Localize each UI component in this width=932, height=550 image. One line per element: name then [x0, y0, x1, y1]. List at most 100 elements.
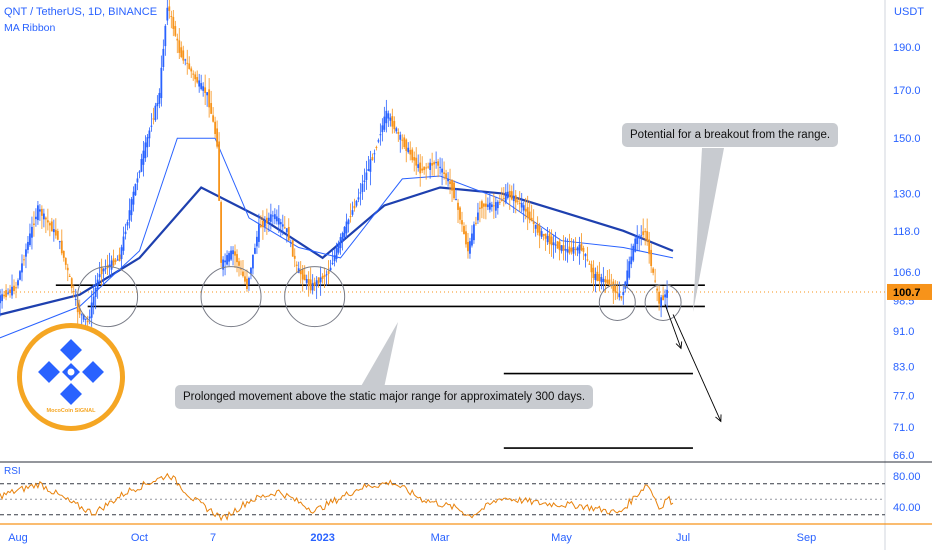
bear-candle	[9, 289, 11, 293]
bear-candle	[242, 271, 244, 277]
ma-ribbon	[0, 137, 674, 339]
bear-candle	[236, 254, 238, 263]
breakout-annotation: Potential for a breakout from the range.	[622, 123, 839, 147]
bear-candle	[500, 199, 503, 201]
bull-candle	[377, 140, 380, 142]
bear-candle	[246, 278, 248, 290]
bear-candle	[532, 221, 535, 225]
bull-candle	[383, 116, 386, 130]
bear-candle	[431, 163, 434, 166]
bull-candle	[19, 271, 21, 280]
bull-candle	[277, 218, 280, 225]
bull-candle	[162, 48, 165, 68]
bear-candle	[518, 202, 521, 204]
bear-candle	[556, 241, 559, 249]
bear-candle	[349, 215, 352, 218]
bear-candle	[196, 77, 199, 83]
bear-candle	[66, 267, 69, 271]
bear-candle	[78, 308, 81, 315]
bull-candle	[267, 217, 270, 222]
bull-candle	[600, 277, 603, 283]
bear-candle	[70, 278, 73, 288]
bull-candle	[429, 162, 432, 170]
bull-candle	[389, 117, 392, 121]
bull-candle	[289, 242, 292, 244]
bull-candle	[39, 209, 41, 212]
projection-arrowhead	[715, 414, 722, 423]
bull-candle	[263, 220, 266, 227]
bull-candle	[279, 222, 282, 225]
bear-candle	[484, 203, 487, 207]
bear-candle	[457, 202, 459, 210]
bull-candle	[319, 277, 322, 283]
bear-candle	[542, 233, 545, 236]
bull-candle	[363, 180, 366, 183]
bull-candle	[339, 237, 342, 249]
bull-candle	[315, 280, 318, 287]
bear-candle	[498, 201, 501, 203]
bear-candle	[620, 296, 623, 299]
bull-candle	[373, 153, 376, 155]
bear-candle	[608, 279, 611, 286]
bear-candle	[50, 221, 53, 232]
bull-candle	[626, 270, 629, 285]
bear-candle	[188, 63, 191, 69]
bear-candle	[54, 229, 57, 236]
bear-candle	[3, 294, 5, 297]
bear-candle	[562, 245, 565, 251]
bull-candle	[271, 215, 274, 217]
bear-candle	[588, 263, 591, 265]
bull-candle	[552, 242, 555, 246]
bull-candle	[252, 254, 254, 269]
bear-candle	[323, 274, 326, 277]
price-tick-label: 83.0	[893, 362, 914, 374]
bull-candle	[232, 250, 234, 255]
bear-candle	[313, 282, 316, 286]
bull-candle	[124, 231, 127, 235]
bear-candle	[548, 234, 551, 245]
bull-candle	[630, 256, 633, 265]
bull-candle	[337, 242, 340, 253]
bull-candle	[469, 241, 471, 254]
bear-candle	[451, 179, 453, 191]
bear-candle	[482, 203, 485, 207]
bull-candle	[275, 216, 278, 222]
bear-candle	[293, 255, 296, 259]
bear-candle	[524, 208, 527, 212]
bear-candle	[168, 6, 171, 11]
bear-candle	[317, 277, 320, 284]
bear-candle	[510, 191, 513, 200]
bear-candle	[194, 74, 197, 80]
bear-candle	[492, 205, 495, 207]
bear-candle	[475, 222, 477, 224]
bear-candle	[208, 89, 211, 108]
bull-candle	[486, 204, 489, 208]
rsi-label: RSI	[4, 466, 21, 477]
bull-candle	[345, 221, 348, 234]
bull-candle	[520, 202, 523, 208]
bear-candle	[568, 246, 571, 254]
bull-candle	[29, 233, 31, 246]
support-levels	[0, 284, 885, 449]
bull-candle	[156, 102, 159, 107]
bull-candle	[74, 298, 77, 300]
rsi-tick-label: 80.00	[893, 471, 921, 483]
touch-circles	[77, 266, 682, 328]
bull-candle	[250, 267, 252, 274]
bull-candle	[297, 268, 300, 273]
time-tick-label: Oct	[131, 532, 148, 544]
bear-candle	[291, 240, 294, 257]
bear-candle	[658, 291, 661, 304]
bull-candle	[343, 226, 346, 238]
bull-candle	[447, 178, 449, 182]
ma-thick-line	[0, 186, 674, 316]
breakout-callout-tail	[693, 148, 724, 312]
bear-candle	[261, 220, 264, 228]
bull-candle	[35, 216, 37, 220]
bull-candle	[31, 226, 33, 238]
support-touch-circle	[644, 283, 682, 321]
bull-candle	[58, 241, 61, 243]
bear-candle	[238, 261, 240, 266]
bull-candle	[494, 202, 497, 211]
